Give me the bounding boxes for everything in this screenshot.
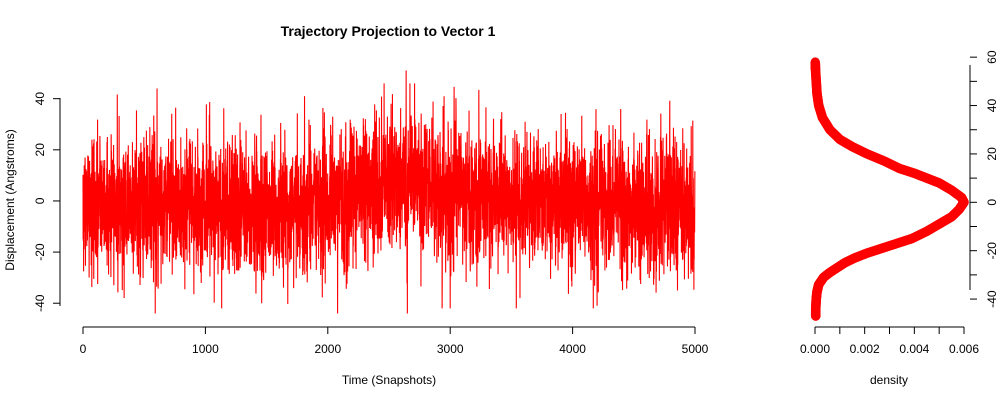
y-tick-label: -20 — [33, 243, 47, 261]
y-tick-label: 0 — [33, 197, 47, 204]
x-axis-title: Time (Snapshots) — [342, 373, 436, 387]
density-x-tick-label: 0.000 — [800, 342, 830, 356]
density-x-axis-title: density — [870, 373, 908, 387]
density-point — [810, 57, 820, 67]
x-tick-label: 5000 — [682, 342, 709, 356]
density-plot: 0.000 0.002 0.004 0.006 -40 -20 0 20 40 60 densi… — [800, 50, 999, 387]
density-x-tick-label: 0.002 — [850, 342, 880, 356]
density-y-tick-label: -20 — [985, 242, 999, 260]
density-y-tick-label: 60 — [985, 50, 999, 64]
density-y-tick-label: 40 — [985, 99, 999, 113]
trajectory-line — [82, 70, 696, 314]
chart-title: Trajectory Projection to Vector 1 — [281, 23, 496, 39]
y-axis-title: Displacement (Angstroms) — [3, 129, 17, 270]
density-y-axis-ticks: -40 -20 0 20 40 60 — [970, 50, 999, 308]
x-tick-label: 3000 — [437, 342, 464, 356]
x-tick-label: 1000 — [192, 342, 219, 356]
x-tick-label: 2000 — [314, 342, 341, 356]
density-y-tick-label: 20 — [985, 147, 999, 161]
y-tick-label: -40 — [33, 294, 47, 312]
y-tick-label: 20 — [33, 143, 47, 157]
y-axis-ticks: -40 -20 0 20 40 — [33, 92, 60, 312]
density-y-tick-label: -40 — [985, 290, 999, 308]
density-y-tick-label: 0 — [985, 199, 999, 206]
trajectory-series — [82, 70, 696, 314]
density-x-axis-ticks: 0.000 0.002 0.004 0.006 — [800, 327, 979, 356]
density-x-tick-label: 0.004 — [899, 342, 929, 356]
x-axis-ticks: 0 1000 2000 3000 4000 5000 — [80, 327, 709, 356]
x-tick-label: 0 — [80, 342, 87, 356]
x-tick-label: 4000 — [559, 342, 586, 356]
density-x-tick-label: 0.006 — [949, 342, 979, 356]
density-series — [810, 57, 969, 321]
main-plot: 0 1000 2000 3000 4000 5000 -40 -20 0 20 40 Time (… — [3, 70, 709, 387]
y-tick-label: 40 — [33, 92, 47, 106]
